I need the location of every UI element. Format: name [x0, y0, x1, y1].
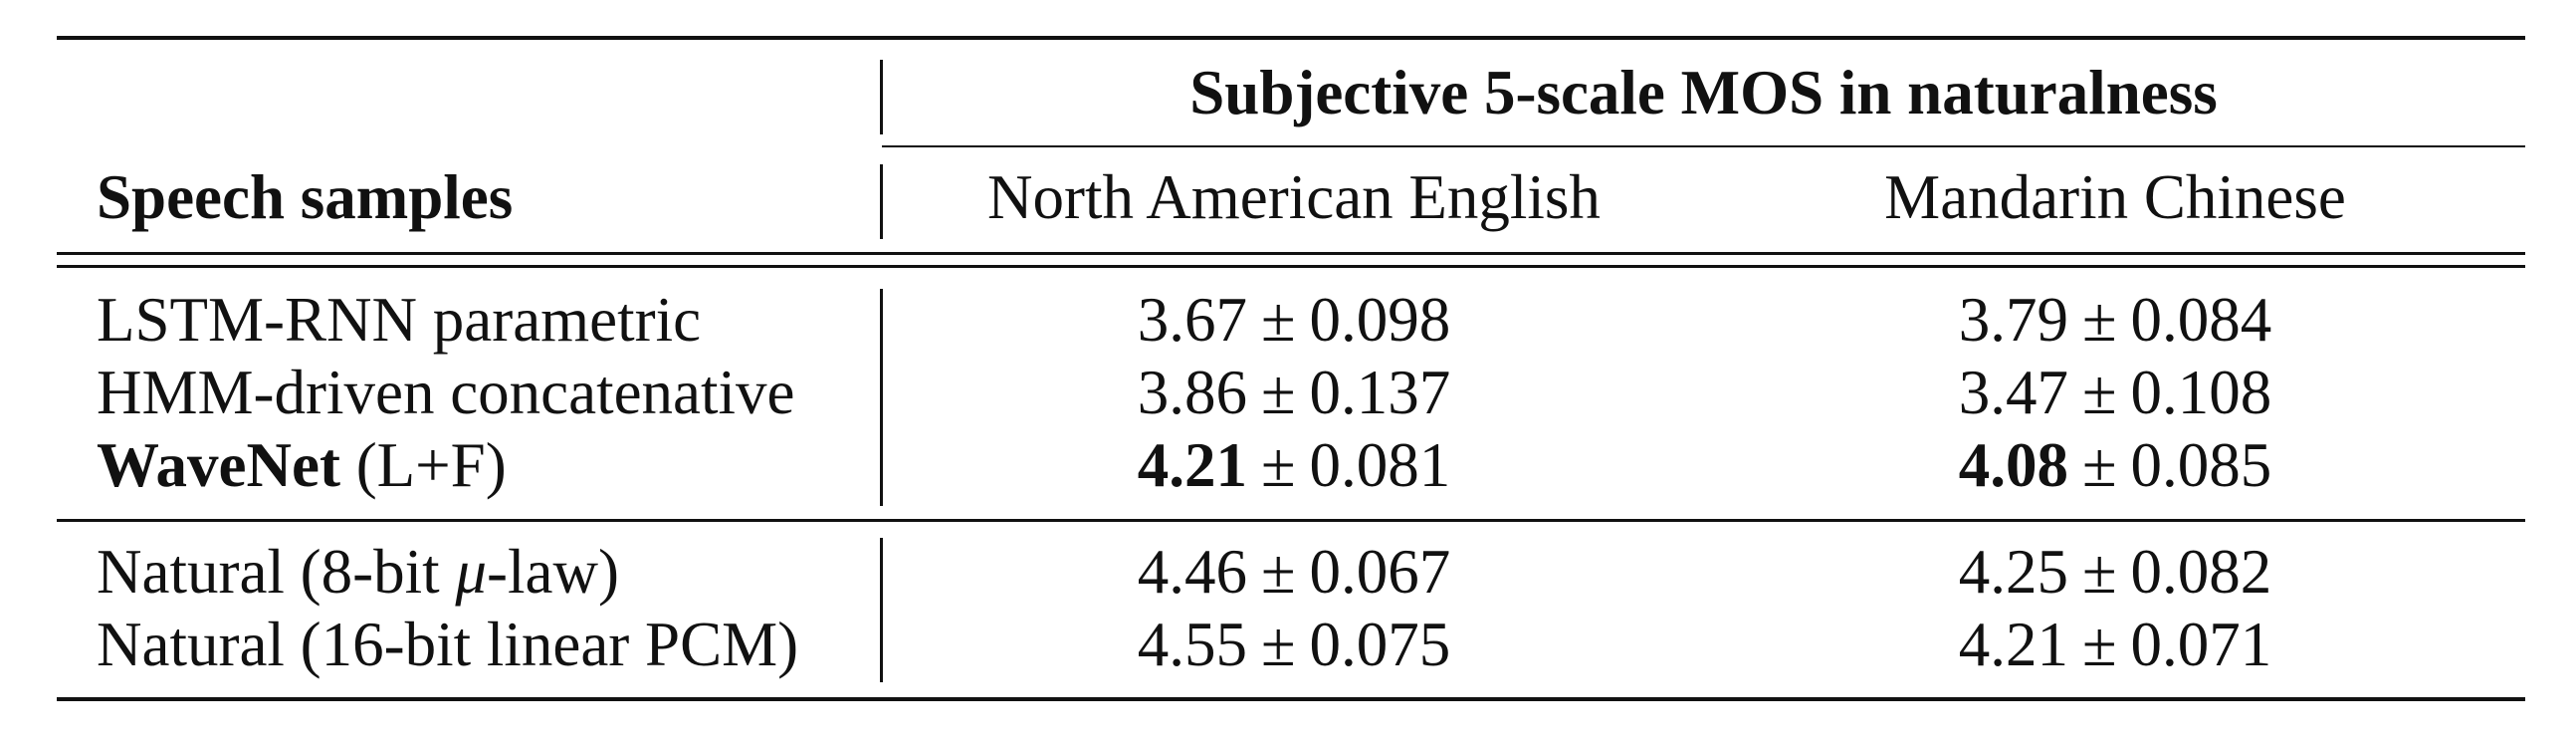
row-label-natural-8bit: Natural (8-bit μ-law) — [97, 541, 619, 604]
vertical-rule-group1 — [880, 289, 883, 506]
row-label-text: -law) — [487, 537, 619, 607]
cell-err: 0.081 — [1309, 430, 1451, 500]
row-label-text: (L+F) — [339, 430, 507, 500]
cell-hmm-english: 3.86 ±0.137 — [896, 362, 1692, 424]
cell-mean: 3.67 — [1137, 285, 1247, 355]
column-header-english: North American English — [987, 162, 1601, 232]
cell-err: 0.075 — [1309, 610, 1451, 679]
vertical-rule-header-top — [880, 60, 883, 134]
plus-minus: ± — [2081, 358, 2117, 427]
cell-err: 0.085 — [2130, 430, 2272, 500]
row-header: Speech samples — [97, 162, 514, 232]
cell-err: 0.137 — [1309, 358, 1451, 427]
cell-err: 0.098 — [1309, 285, 1451, 355]
plus-minus: ± — [2081, 430, 2117, 500]
cell-mean: 3.86 — [1137, 358, 1247, 427]
plus-minus: ± — [2081, 610, 2117, 679]
cell-wavenet-english: 4.21 ±0.081 — [896, 434, 1692, 497]
cell-natural-8bit-english: 4.46 ±0.067 — [896, 541, 1692, 604]
plus-minus: ± — [1260, 610, 1296, 679]
header-double-rule-1 — [57, 252, 2525, 255]
row-label-hmm: HMM-driven concatenative — [97, 362, 795, 424]
cell-lstm-english: 3.67 ±0.098 — [896, 289, 1692, 352]
row-label-wavenet: WaveNet (L+F) — [97, 434, 507, 497]
plus-minus: ± — [2081, 537, 2117, 607]
row-label-natural-16bit: Natural (16-bit linear PCM) — [97, 614, 798, 676]
cell-mean: 4.21 — [1958, 610, 2068, 679]
cell-mean: 3.79 — [1958, 285, 2068, 355]
cell-err: 0.082 — [2130, 537, 2272, 607]
group-header: Subjective 5-scale MOS in naturalness — [1189, 58, 2218, 127]
row-label-text: Natural (16-bit linear PCM) — [97, 610, 799, 679]
cell-mean: 3.47 — [1958, 358, 2068, 427]
cell-err: 0.108 — [2130, 358, 2272, 427]
row-label-text: Natural (8-bit — [97, 537, 456, 607]
cell-mean: 4.55 — [1137, 610, 1247, 679]
cell-natural-8bit-mandarin: 4.25 ±0.082 — [1717, 541, 2513, 604]
cell-err: 0.084 — [2130, 285, 2272, 355]
cell-mean: 4.08 — [1958, 430, 2068, 500]
plus-minus: ± — [1260, 430, 1296, 500]
cell-natural-16bit-english: 4.55 ±0.075 — [896, 614, 1692, 676]
row-label-lstm: LSTM-RNN parametric — [97, 289, 701, 352]
cell-natural-16bit-mandarin: 4.21 ±0.071 — [1717, 614, 2513, 676]
cell-err: 0.067 — [1309, 537, 1451, 607]
row-label-text: LSTM-RNN parametric — [97, 285, 702, 355]
group-separator-rule — [57, 519, 2525, 522]
header-double-rule-2 — [57, 265, 2525, 268]
cell-mean: 4.25 — [1958, 537, 2068, 607]
plus-minus: ± — [1260, 285, 1296, 355]
vertical-rule-group2 — [880, 538, 883, 682]
group-header-rule — [882, 145, 2525, 147]
bottom-rule — [57, 697, 2525, 701]
cell-mean: 4.46 — [1137, 537, 1247, 607]
plus-minus: ± — [2081, 285, 2117, 355]
cell-mean: 4.21 — [1137, 430, 1247, 500]
row-label-bold: WaveNet — [97, 430, 340, 500]
plus-minus: ± — [1260, 537, 1296, 607]
cell-err: 0.071 — [2130, 610, 2272, 679]
row-label-text: HMM-driven concatenative — [97, 358, 795, 427]
cell-lstm-mandarin: 3.79 ±0.084 — [1717, 289, 2513, 352]
top-rule — [57, 36, 2525, 40]
vertical-rule-header-bottom — [880, 164, 883, 239]
cell-wavenet-mandarin: 4.08 ±0.085 — [1717, 434, 2513, 497]
plus-minus: ± — [1260, 358, 1296, 427]
mu-symbol: μ — [455, 537, 487, 607]
column-header-mandarin: Mandarin Chinese — [1884, 162, 2346, 232]
cell-hmm-mandarin: 3.47 ±0.108 — [1717, 362, 2513, 424]
